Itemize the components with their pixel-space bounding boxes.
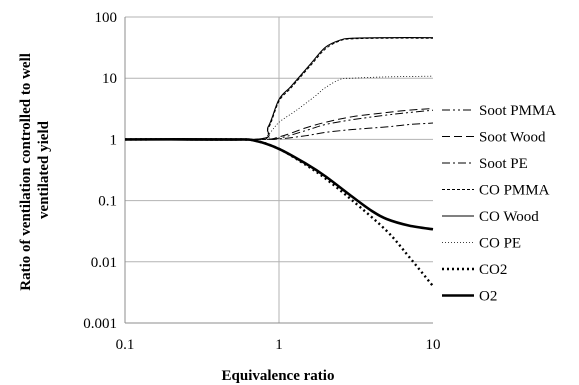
y-tick-label: 1 bbox=[110, 132, 118, 148]
x-tick-label: 10 bbox=[426, 337, 441, 353]
gridlines bbox=[125, 16, 433, 323]
axes bbox=[124, 17, 433, 324]
legend-label-soot-wood: Soot Wood bbox=[479, 130, 546, 146]
legend-label-soot-pmma: Soot PMMA bbox=[479, 103, 556, 119]
y-axis-title: Ratio of ventilation controlled to well … bbox=[18, 49, 52, 290]
x-tick-label: 0.1 bbox=[116, 337, 135, 353]
legend-label-co-pe: CO PE bbox=[479, 236, 521, 252]
y-tick-label: 100 bbox=[95, 10, 118, 26]
y-tick-label: 0.01 bbox=[91, 255, 117, 271]
y-tick-label: 0.001 bbox=[83, 316, 117, 332]
series-line-co-wood bbox=[124, 37, 434, 141]
legend-label-co-pmma: CO PMMA bbox=[479, 183, 550, 199]
y-axis-title-line-1: Ratio of ventilation controlled to well bbox=[18, 53, 34, 291]
y-tick-label: 10 bbox=[102, 71, 117, 87]
y-axis-title-line-2: ventilated yield bbox=[36, 120, 52, 219]
x-tick-label: 1 bbox=[275, 337, 283, 353]
series-lines bbox=[124, 37, 434, 287]
tick-labels: 0.001 0.01 0.1 1 10 100 0.1 1 10 bbox=[83, 10, 440, 353]
legend-label-co2: CO2 bbox=[479, 262, 507, 278]
series-line-soot-wood bbox=[124, 107, 434, 141]
legend-label-soot-pe: Soot PE bbox=[479, 156, 528, 172]
legend-label-co-wood: CO Wood bbox=[479, 209, 539, 225]
legend: Soot PMMA Soot Wood Soot PE CO PMMA CO Wood C… bbox=[442, 103, 556, 305]
y-tick-label: 0.1 bbox=[98, 194, 117, 210]
series-line-o2 bbox=[124, 137, 434, 231]
x-axis-title: Equivalence ratio bbox=[222, 368, 335, 384]
legend-label-o2: O2 bbox=[479, 289, 497, 305]
